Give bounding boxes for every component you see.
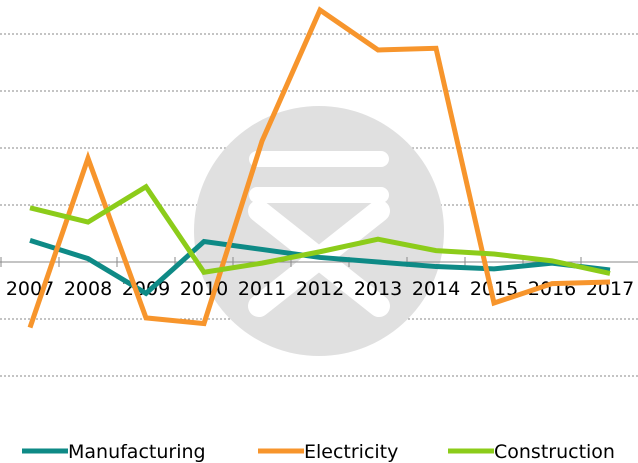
watermark-bar	[249, 187, 389, 203]
legend-label: Construction	[494, 441, 615, 463]
x-tick-label: 2011	[238, 278, 286, 300]
watermark-bar	[249, 151, 389, 167]
x-tick-label: 2014	[412, 278, 460, 300]
series-line-manufacturing	[29, 237, 611, 297]
x-tick-label: 2013	[354, 278, 402, 300]
x-tick-label: 2010	[180, 278, 228, 300]
x-tick-label: 2015	[470, 278, 518, 300]
series-line-electricity	[27, 6, 611, 329]
series-lines	[27, 6, 611, 329]
legend-label: Manufacturing	[68, 441, 206, 463]
legend: Manufacturing Electricity Construction	[22, 441, 615, 463]
series-line-construction	[29, 183, 611, 276]
legend-label: Electricity	[304, 441, 398, 463]
watermark-circle	[194, 106, 444, 356]
x-tick-label: 2008	[64, 278, 112, 300]
x-tick-label: 2012	[296, 278, 344, 300]
